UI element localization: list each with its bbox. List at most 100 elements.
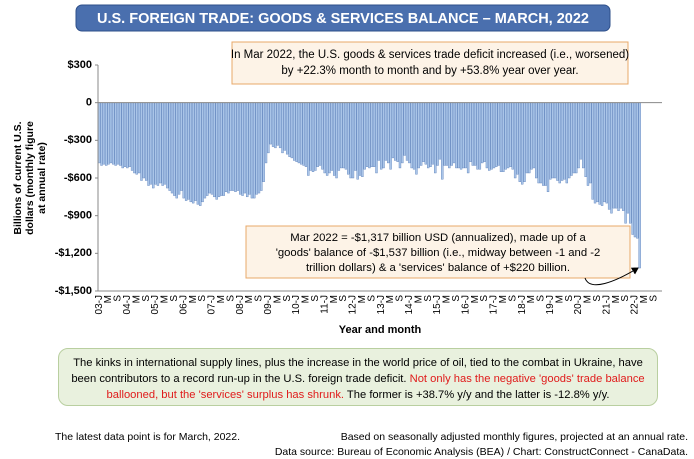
bar — [502, 102, 505, 172]
bar — [203, 102, 207, 199]
bar — [260, 102, 263, 191]
x-tick-label: M — [357, 295, 368, 303]
bar — [161, 102, 164, 186]
bar — [368, 102, 371, 169]
bar — [396, 102, 399, 162]
bar — [464, 102, 467, 169]
bar — [560, 102, 564, 181]
bar — [302, 102, 305, 166]
note-box: The kinks in international supply lines,… — [58, 348, 658, 406]
bar — [196, 102, 200, 205]
bar — [234, 102, 237, 193]
bar — [624, 102, 627, 224]
bar — [264, 102, 268, 164]
x-tick-label: S — [564, 295, 575, 302]
bar — [316, 102, 319, 167]
x-tick-label: M — [244, 295, 255, 303]
y-axis-title-line: dollars (monthly figure — [24, 121, 36, 235]
x-tick-label: S — [507, 295, 518, 302]
bar — [549, 102, 552, 180]
x-tick-label: 21-J — [601, 295, 612, 314]
bar — [398, 102, 402, 169]
bar — [455, 102, 458, 169]
bar — [553, 102, 557, 179]
bar — [217, 102, 221, 198]
bar — [631, 102, 634, 235]
bar — [182, 102, 185, 199]
bar — [488, 102, 491, 171]
bar — [262, 102, 265, 182]
bar — [210, 102, 214, 195]
bar — [525, 102, 529, 174]
bar — [558, 102, 561, 184]
x-tick-label: 16-J — [460, 295, 471, 314]
bar — [485, 102, 489, 169]
bar — [126, 102, 129, 169]
bar — [271, 102, 275, 147]
x-tick-label: M — [498, 295, 509, 303]
y-tick-label: -$600 — [64, 172, 92, 184]
bar — [389, 102, 392, 170]
bar — [570, 102, 573, 176]
y-tick-label: 0 — [86, 97, 92, 109]
bar — [189, 102, 193, 203]
bar — [224, 102, 228, 193]
bar — [283, 102, 287, 151]
bar — [483, 102, 486, 162]
bar — [504, 102, 507, 170]
bar — [596, 102, 599, 203]
bar — [166, 102, 169, 189]
bar — [351, 102, 355, 179]
annotation-text: Mar 2022 = -$1,317 billion USD (annualiz… — [290, 232, 586, 244]
bar — [577, 102, 580, 169]
bar — [419, 102, 423, 166]
bar — [248, 102, 251, 195]
x-tick-label: 03-J — [94, 295, 105, 314]
x-tick-label: M — [131, 295, 142, 303]
bar — [133, 102, 136, 174]
bar — [335, 102, 338, 179]
x-tick-label: S — [366, 295, 377, 302]
bar — [222, 102, 225, 196]
bar — [105, 102, 108, 166]
bar — [636, 102, 639, 239]
bar — [598, 102, 601, 205]
annotation-text: by +22.3% month to month and by +53.8% y… — [281, 65, 578, 77]
bar — [567, 102, 571, 179]
y-tick-label: -$900 — [64, 210, 92, 222]
x-tick-label: S — [113, 295, 124, 302]
bar — [629, 102, 632, 224]
bar — [506, 102, 510, 169]
bar — [490, 102, 493, 170]
x-axis-title: Year and month — [339, 324, 422, 336]
bar — [375, 102, 378, 174]
bar — [431, 102, 435, 165]
bar — [438, 102, 442, 160]
bar — [481, 102, 484, 164]
x-tick-label: M — [526, 295, 537, 303]
bar — [415, 102, 418, 175]
bar — [278, 102, 282, 149]
bar — [424, 102, 428, 165]
bar — [556, 102, 559, 181]
bar — [600, 102, 604, 206]
bar — [213, 102, 216, 198]
bar — [361, 102, 364, 177]
x-tick-label: S — [592, 295, 603, 302]
bar — [586, 102, 590, 186]
bar — [321, 102, 324, 170]
x-tick-label: M — [272, 295, 283, 303]
bar — [391, 102, 395, 159]
bar — [107, 102, 110, 165]
bar — [605, 102, 608, 204]
bar — [201, 102, 204, 203]
bar — [518, 102, 522, 182]
x-tick-label: S — [451, 295, 462, 302]
bar — [542, 102, 545, 186]
x-tick-label: S — [395, 295, 406, 302]
bar — [354, 102, 357, 171]
bar — [626, 102, 630, 214]
note-text: The former is +38.7% y/y and the latter … — [344, 389, 610, 401]
bar — [401, 102, 404, 164]
